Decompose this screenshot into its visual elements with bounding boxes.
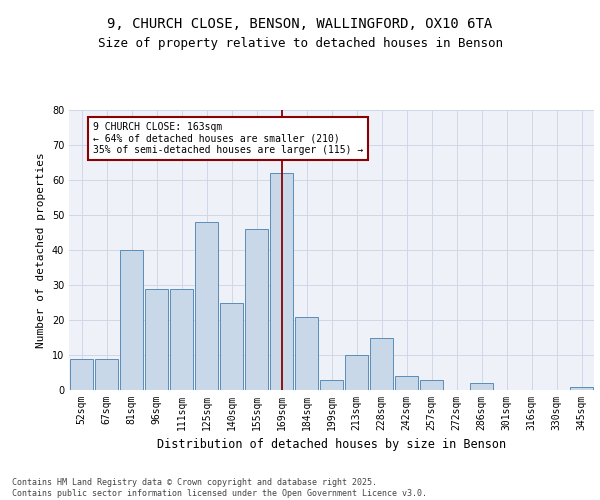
- Bar: [320, 380, 343, 390]
- Bar: [470, 383, 493, 390]
- Text: Size of property relative to detached houses in Benson: Size of property relative to detached ho…: [97, 38, 503, 51]
- Y-axis label: Number of detached properties: Number of detached properties: [36, 152, 46, 348]
- Bar: [170, 288, 193, 390]
- Text: Contains HM Land Registry data © Crown copyright and database right 2025.
Contai: Contains HM Land Registry data © Crown c…: [12, 478, 427, 498]
- Bar: [419, 380, 443, 390]
- Bar: [194, 222, 218, 390]
- Text: 9, CHURCH CLOSE, BENSON, WALLINGFORD, OX10 6TA: 9, CHURCH CLOSE, BENSON, WALLINGFORD, OX…: [107, 18, 493, 32]
- Bar: [70, 358, 94, 390]
- Bar: [344, 355, 368, 390]
- Bar: [220, 302, 244, 390]
- Bar: [569, 386, 593, 390]
- Bar: [370, 338, 394, 390]
- Bar: [95, 358, 118, 390]
- Bar: [145, 288, 169, 390]
- Text: 9 CHURCH CLOSE: 163sqm
← 64% of detached houses are smaller (210)
35% of semi-de: 9 CHURCH CLOSE: 163sqm ← 64% of detached…: [93, 122, 363, 156]
- Bar: [295, 316, 319, 390]
- Bar: [245, 229, 268, 390]
- Bar: [395, 376, 418, 390]
- Bar: [119, 250, 143, 390]
- Bar: [269, 173, 293, 390]
- X-axis label: Distribution of detached houses by size in Benson: Distribution of detached houses by size …: [157, 438, 506, 452]
